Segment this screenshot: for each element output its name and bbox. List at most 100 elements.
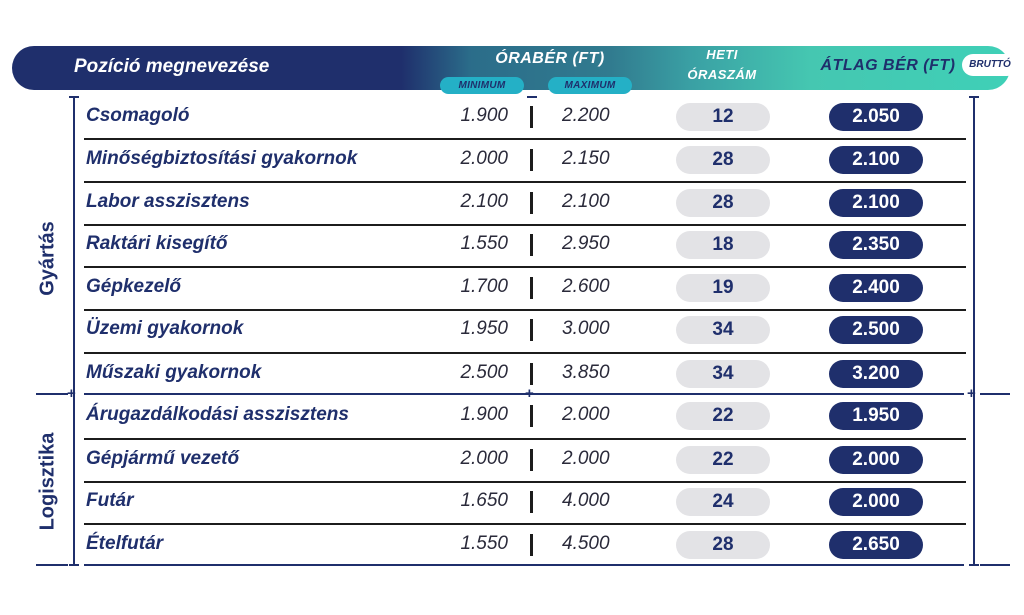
average-wage-pill: 2.650 — [829, 531, 923, 559]
group-divider-right — [980, 393, 1010, 395]
rail-cap-bottom — [69, 564, 79, 566]
max-wage: 2.000 — [562, 404, 610, 425]
center-cap-bottom — [527, 564, 537, 566]
row-divider — [84, 266, 966, 268]
position-name: Üzemi gyakornok — [86, 318, 244, 339]
max-wage: 4.000 — [562, 490, 610, 511]
weekly-hours-pill: 12 — [676, 103, 770, 131]
max-wage: 4.500 — [562, 533, 610, 554]
row-divider — [84, 181, 966, 183]
maximum-subheader: MAXIMUM — [548, 77, 632, 94]
average-wage-pill: 2.050 — [829, 103, 923, 131]
min-wage: 1.900 — [460, 105, 508, 126]
row-divider — [84, 352, 966, 354]
weekly-hours-pill: 18 — [676, 231, 770, 259]
average-wage-header: ÁTLAG BÉR (FT) — [820, 57, 956, 74]
position-name: Gépjármű vezető — [86, 448, 240, 469]
max-wage: 3.000 — [562, 318, 610, 339]
row-divider — [84, 138, 966, 140]
min-max-separator — [530, 149, 533, 171]
row-divider — [84, 523, 966, 525]
max-wage: 2.100 — [562, 191, 610, 212]
min-wage: 1.900 — [460, 404, 508, 425]
max-wage: 2.000 — [562, 448, 610, 469]
right-rail-cap-top — [969, 96, 979, 98]
average-wage-pill: 2.100 — [829, 146, 923, 174]
min-wage: 1.550 — [460, 533, 508, 554]
position-name: Labor asszisztens — [86, 191, 250, 212]
position-name: Futár — [86, 490, 134, 511]
left-rail — [73, 97, 75, 565]
weekly-hours-pill: 34 — [676, 316, 770, 344]
weekly-hours-pill: 28 — [676, 189, 770, 217]
average-wage-pill: 2.000 — [829, 446, 923, 474]
min-max-separator — [530, 319, 533, 341]
average-wage-pill: 2.000 — [829, 488, 923, 516]
row-divider — [84, 481, 966, 483]
max-wage: 2.150 — [562, 148, 610, 169]
min-wage: 2.000 — [460, 148, 508, 169]
hourly-wage-header: ÓRABÉR (FT) — [495, 50, 605, 67]
position-name: Raktári kisegítő — [86, 233, 228, 254]
min-max-separator — [530, 234, 533, 256]
average-wage-pill: 2.100 — [829, 189, 923, 217]
row-divider — [84, 309, 966, 311]
weekly-hours-pill: 28 — [676, 146, 770, 174]
table-bottom-line — [84, 564, 964, 566]
min-max-separator — [530, 405, 533, 427]
average-wage-pill: 3.200 — [829, 360, 923, 388]
max-wage: 2.950 — [562, 233, 610, 254]
gross-badge: BRUTTÓ — [962, 54, 1018, 76]
min-max-separator — [530, 106, 533, 128]
weekly-hours-header-line1: HETI — [706, 47, 738, 62]
weekly-hours-pill: 22 — [676, 402, 770, 430]
position-name: Műszaki gyakornok — [86, 362, 262, 383]
average-wage-pill: 2.400 — [829, 274, 923, 302]
position-name: Minőségbiztosítási gyakornok — [86, 148, 358, 169]
weekly-hours-pill: 19 — [676, 274, 770, 302]
minimum-subheader: MINIMUM — [440, 77, 524, 94]
average-wage-pill: 2.500 — [829, 316, 923, 344]
min-max-separator — [530, 534, 533, 556]
bottom-divider-left — [36, 564, 68, 566]
rail-cap-top — [69, 96, 79, 98]
min-max-separator — [530, 363, 533, 385]
max-wage: 3.850 — [562, 362, 610, 383]
weekly-hours-header-line2: ÓRASZÁM — [687, 67, 757, 82]
group-label-production: Gyártás — [36, 221, 59, 296]
weekly-hours-pill: 28 — [676, 531, 770, 559]
group-divider-left — [36, 393, 68, 395]
right-rail — [973, 97, 975, 565]
min-wage: 2.000 — [460, 448, 508, 469]
rail-cross-mid: + — [67, 385, 76, 402]
right-rail-cap-bottom — [969, 564, 979, 566]
max-wage: 2.600 — [562, 276, 610, 297]
position-column-header: Pozíció megnevezése — [74, 56, 270, 77]
average-wage-pill: 1.950 — [829, 402, 923, 430]
min-max-separator — [530, 277, 533, 299]
position-name: Gépkezelő — [86, 276, 182, 297]
position-name: Csomagoló — [86, 105, 190, 126]
min-wage: 2.500 — [460, 362, 508, 383]
average-wage-pill: 2.350 — [829, 231, 923, 259]
min-wage: 1.650 — [460, 490, 508, 511]
min-wage: 2.100 — [460, 191, 508, 212]
max-wage: 2.200 — [562, 105, 610, 126]
center-cross-mid: + — [525, 385, 534, 402]
group-label-logistics: Logisztika — [36, 432, 59, 531]
row-divider — [84, 438, 966, 440]
position-name: Ételfutár — [86, 533, 164, 554]
right-rail-cross-mid: + — [967, 385, 976, 402]
bottom-divider-right — [980, 564, 1010, 566]
weekly-hours-pill: 22 — [676, 446, 770, 474]
min-max-separator — [530, 491, 533, 513]
position-name: Árugazdálkodási asszisztens — [86, 404, 349, 425]
weekly-hours-pill: 34 — [676, 360, 770, 388]
min-max-separator — [530, 192, 533, 214]
min-wage: 1.550 — [460, 233, 508, 254]
weekly-hours-pill: 24 — [676, 488, 770, 516]
group-separator-line — [84, 393, 964, 395]
min-wage: 1.700 — [460, 276, 508, 297]
min-max-separator — [530, 449, 533, 471]
min-wage: 1.950 — [460, 318, 508, 339]
